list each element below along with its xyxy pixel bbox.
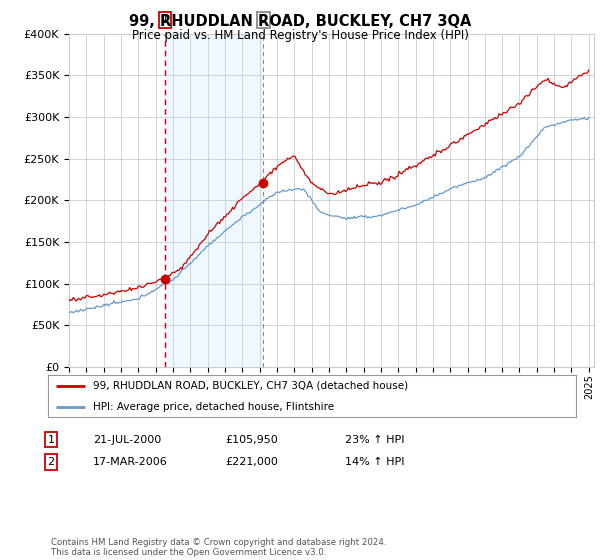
Text: HPI: Average price, detached house, Flintshire: HPI: Average price, detached house, Flin…	[93, 402, 334, 412]
Text: 1: 1	[161, 15, 169, 25]
Text: £221,000: £221,000	[225, 457, 278, 467]
Text: 99, RHUDDLAN ROAD, BUCKLEY, CH7 3QA: 99, RHUDDLAN ROAD, BUCKLEY, CH7 3QA	[129, 14, 471, 29]
Text: £105,950: £105,950	[225, 435, 278, 445]
Text: 14% ↑ HPI: 14% ↑ HPI	[345, 457, 404, 467]
Text: 21-JUL-2000: 21-JUL-2000	[93, 435, 161, 445]
Text: 23% ↑ HPI: 23% ↑ HPI	[345, 435, 404, 445]
Text: 99, RHUDDLAN ROAD, BUCKLEY, CH7 3QA (detached house): 99, RHUDDLAN ROAD, BUCKLEY, CH7 3QA (det…	[93, 381, 408, 391]
Text: Price paid vs. HM Land Registry's House Price Index (HPI): Price paid vs. HM Land Registry's House …	[131, 29, 469, 42]
Bar	[165, 34, 263, 367]
Text: 2: 2	[260, 15, 267, 25]
Text: Contains HM Land Registry data © Crown copyright and database right 2024.
This d: Contains HM Land Registry data © Crown c…	[51, 538, 386, 557]
Text: 17-MAR-2006: 17-MAR-2006	[93, 457, 168, 467]
Text: 2: 2	[47, 457, 55, 467]
Text: 1: 1	[47, 435, 55, 445]
